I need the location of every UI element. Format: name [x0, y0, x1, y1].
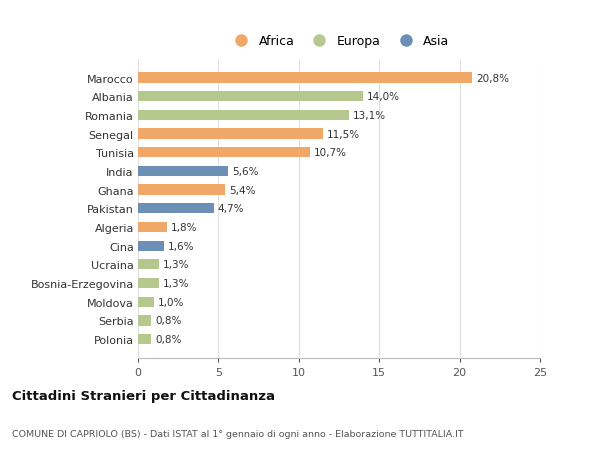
- Text: 4,7%: 4,7%: [218, 204, 244, 214]
- Text: 1,8%: 1,8%: [171, 223, 197, 232]
- Bar: [138, 204, 214, 214]
- Bar: [138, 316, 151, 326]
- Text: 1,6%: 1,6%: [168, 241, 194, 251]
- Text: 0,8%: 0,8%: [155, 334, 181, 344]
- Bar: [138, 185, 225, 196]
- Text: 1,3%: 1,3%: [163, 279, 190, 288]
- Text: 1,3%: 1,3%: [163, 260, 190, 270]
- Text: 13,1%: 13,1%: [353, 111, 386, 121]
- Text: 5,6%: 5,6%: [232, 167, 259, 177]
- Text: 20,8%: 20,8%: [476, 73, 509, 84]
- Bar: [138, 334, 151, 344]
- Bar: [138, 278, 159, 289]
- Bar: [138, 222, 167, 233]
- Legend: Africa, Europa, Asia: Africa, Europa, Asia: [223, 30, 455, 53]
- Bar: [138, 260, 159, 270]
- Text: 0,8%: 0,8%: [155, 316, 181, 326]
- Bar: [138, 297, 154, 307]
- Bar: [138, 167, 228, 177]
- Text: 10,7%: 10,7%: [314, 148, 347, 158]
- Bar: [138, 92, 363, 102]
- Bar: [138, 241, 164, 251]
- Bar: [138, 129, 323, 140]
- Text: Cittadini Stranieri per Cittadinanza: Cittadini Stranieri per Cittadinanza: [12, 389, 275, 403]
- Bar: [138, 73, 472, 84]
- Text: 5,4%: 5,4%: [229, 185, 256, 195]
- Text: 1,0%: 1,0%: [158, 297, 184, 307]
- Text: COMUNE DI CAPRIOLO (BS) - Dati ISTAT al 1° gennaio di ogni anno - Elaborazione T: COMUNE DI CAPRIOLO (BS) - Dati ISTAT al …: [12, 429, 464, 438]
- Bar: [138, 111, 349, 121]
- Text: 14,0%: 14,0%: [367, 92, 400, 102]
- Text: 11,5%: 11,5%: [327, 129, 360, 139]
- Bar: [138, 148, 310, 158]
